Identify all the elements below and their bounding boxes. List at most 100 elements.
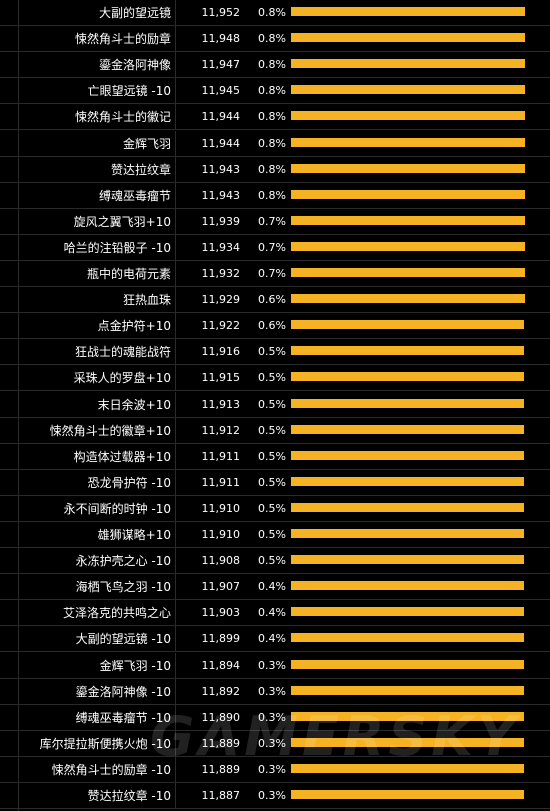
percent-label: 0.5% — [258, 423, 286, 437]
score-value: 11,910 — [201, 528, 241, 541]
item-name-label: 哈兰的注铅骰子 -10 — [18, 234, 176, 261]
table-row: 艾泽洛克的共鸣之心 11,903 0.4% — [0, 600, 550, 627]
score-bar — [291, 737, 524, 747]
score-bar — [291, 581, 525, 591]
percent-label: 0.4% — [258, 606, 286, 620]
score-bar — [291, 790, 524, 799]
percent-label: 0.8% — [258, 188, 286, 202]
table-row: 库尔提拉斯便携火炮 -10 11,889 0.3% — [0, 730, 550, 757]
score-value: 11,952 — [201, 6, 241, 19]
table-row: 哈兰的注铅骰子 -10 11,934 0.7% — [0, 234, 550, 261]
score-bar — [291, 476, 525, 486]
percent-label: 0.8% — [258, 136, 286, 150]
score-bar — [291, 502, 525, 512]
percent-label: 0.7% — [258, 240, 286, 254]
percent-label: 0.5% — [258, 501, 286, 515]
score-value: 11,939 — [201, 214, 241, 228]
item-name-label: 瓶中的电荷元素 — [18, 261, 176, 287]
score-bar — [291, 137, 525, 147]
percent-label: 0.7% — [258, 267, 286, 280]
score-value: 11,889 — [201, 736, 241, 750]
table-row: 鎏金洛阿神像 -10 11,892 0.3% — [0, 678, 550, 705]
percent-label: 0.3% — [258, 684, 286, 698]
percent-label: 0.8% — [258, 110, 286, 124]
score-bar — [291, 241, 525, 251]
percent-label: 0.5% — [258, 475, 286, 489]
item-name-label: 金辉飞羽 -10 — [18, 652, 176, 679]
score-value: 11,915 — [201, 371, 241, 385]
percent-label: 0.3% — [258, 789, 286, 802]
item-name-label: 恐龙骨护符 -10 — [18, 469, 176, 496]
score-value: 11,908 — [201, 554, 241, 568]
score-value: 11,944 — [201, 110, 241, 124]
table-row: 金辉飞羽 -10 11,894 0.3% — [0, 652, 550, 679]
score-value: 11,947 — [201, 58, 241, 72]
item-name-label: 悚然角斗士的励章 -10 — [18, 756, 176, 783]
percent-label: 0.5% — [258, 371, 286, 385]
score-value: 11,934 — [201, 240, 241, 254]
percent-label: 0.5% — [258, 449, 286, 463]
percent-label: 0.7% — [258, 214, 286, 228]
score-value: 11,948 — [201, 32, 241, 46]
score-bar — [291, 33, 525, 43]
percent-label: 0.3% — [258, 762, 286, 776]
table-row: 悚然角斗士的励章 -10 11,889 0.3% — [0, 756, 550, 783]
score-bar — [291, 555, 525, 565]
score-value: 11,894 — [201, 658, 241, 672]
percent-label: 0.5% — [258, 554, 286, 568]
percent-label: 0.5% — [258, 345, 286, 359]
item-name-label: 亡眼望远镜 -10 — [18, 78, 176, 105]
table-row: 悚然角斗士的徽记 11,944 0.8% — [0, 104, 550, 131]
percent-label: 0.3% — [258, 658, 286, 672]
item-name-label: 狂热血珠 — [18, 287, 176, 314]
item-name-label: 大副的望远镜 -10 — [18, 626, 176, 653]
table-row: 缚魂巫毒瘤节 11,943 0.8% — [0, 182, 550, 209]
item-name-label: 点金护符+10 — [18, 313, 176, 340]
item-name-label: 赞达拉纹章 -10 — [18, 783, 176, 809]
score-value: 11,910 — [201, 501, 241, 515]
score-bar — [291, 763, 524, 773]
item-name-label: 悚然角斗士的励章 — [18, 26, 176, 53]
score-value: 11,911 — [201, 449, 241, 463]
table-row: 大副的望远镜 11,952 0.8% — [0, 0, 550, 26]
percent-label: 0.8% — [258, 58, 286, 72]
table-row: 悚然角斗士的励章 11,948 0.8% — [0, 26, 550, 53]
item-name-label: 狂战士的魂能战符 — [18, 339, 176, 366]
table-row: 金辉飞羽 11,944 0.8% — [0, 130, 550, 157]
table-row: 构造体过载器+10 11,911 0.5% — [0, 443, 550, 470]
score-value: 11,922 — [201, 319, 241, 333]
table-row: 鎏金洛阿神像 11,947 0.8% — [0, 52, 550, 79]
percent-label: 0.8% — [258, 32, 286, 46]
table-row: 海栖飞鸟之羽 -10 11,907 0.4% — [0, 574, 550, 601]
item-name-label: 构造体过载器+10 — [18, 443, 176, 470]
table-row: 末日余波+10 11,913 0.5% — [0, 391, 550, 418]
score-value: 11,943 — [201, 188, 241, 202]
score-bar — [291, 450, 525, 460]
item-name-label: 永冻护壳之心 -10 — [18, 548, 176, 575]
score-bar — [291, 398, 525, 408]
table-row: 旋风之翼飞羽+10 11,939 0.7% — [0, 208, 550, 235]
item-name-label: 缚魂巫毒瘤节 — [18, 182, 176, 209]
item-name-label: 末日余波+10 — [18, 391, 176, 418]
item-name-label: 海栖飞鸟之羽 -10 — [18, 574, 176, 601]
score-bar — [291, 372, 525, 382]
score-value: 11,945 — [201, 84, 241, 98]
score-bar — [291, 7, 525, 16]
table-row: 瓶中的电荷元素 11,932 0.7% — [0, 261, 550, 287]
table-row: 永冻护壳之心 -10 11,908 0.5% — [0, 548, 550, 575]
percent-label: 0.6% — [258, 319, 286, 333]
table-row: 采珠人的罗盘+10 11,915 0.5% — [0, 365, 550, 392]
score-bar — [291, 163, 525, 173]
percent-label: 0.3% — [258, 736, 286, 750]
percent-label: 0.3% — [258, 710, 286, 724]
percent-label: 0.5% — [258, 528, 286, 541]
score-bar — [291, 320, 525, 330]
score-value: 11,912 — [201, 423, 241, 437]
score-bar — [291, 659, 524, 669]
score-value: 11,903 — [201, 606, 241, 620]
score-value: 11,913 — [201, 397, 241, 411]
score-value: 11,899 — [201, 632, 241, 646]
table-row: 亡眼望远镜 -10 11,945 0.8% — [0, 78, 550, 105]
item-name-label: 鎏金洛阿神像 -10 — [18, 678, 176, 705]
